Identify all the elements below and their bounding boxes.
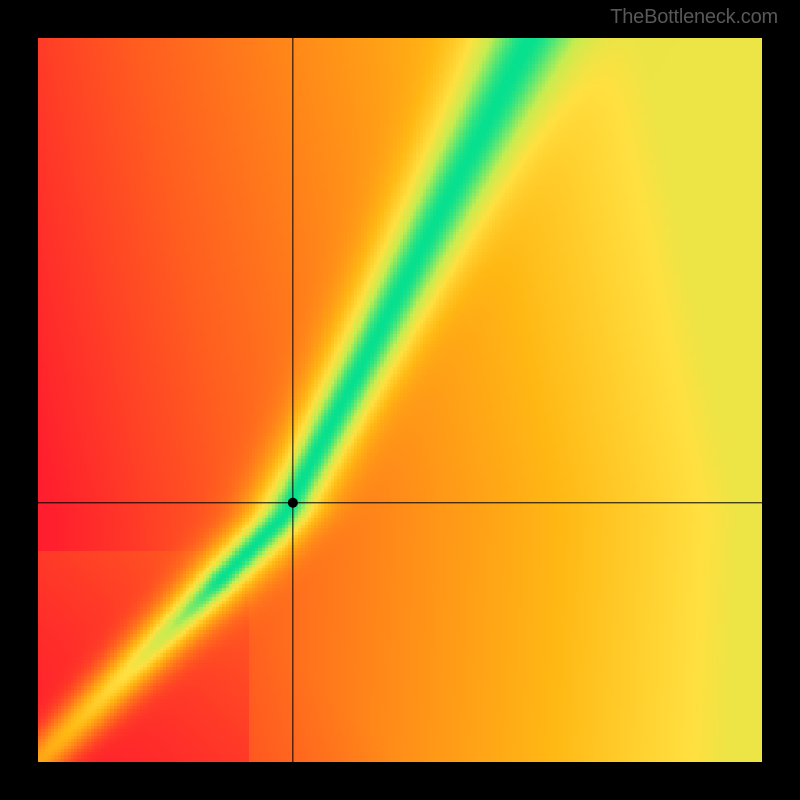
heatmap-canvas	[38, 38, 762, 762]
watermark-text: TheBottleneck.com	[610, 6, 778, 29]
heatmap-plot	[38, 38, 762, 762]
